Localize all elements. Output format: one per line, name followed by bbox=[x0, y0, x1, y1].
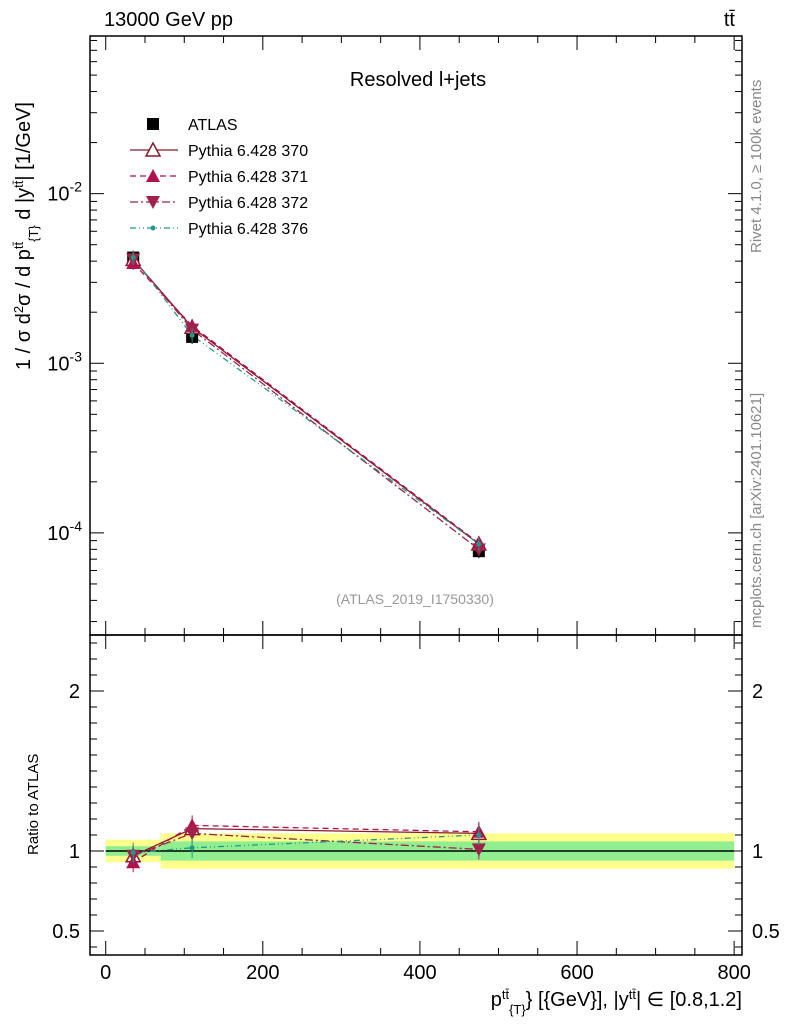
ratio-line-3 bbox=[132, 832, 479, 857]
ratio-line-2 bbox=[132, 824, 479, 863]
main-panel: 10-2 10-3 10-4 Resolved l+jets (ATLAS_2019… bbox=[47, 35, 743, 636]
ratio-y-tick-label-right: 1 bbox=[752, 841, 763, 863]
legend-entry: Pythia 6.428 376 bbox=[188, 221, 308, 238]
x-tick-label: 0 bbox=[100, 962, 111, 984]
ratio-point bbox=[476, 832, 482, 838]
legend-entry: Pythia 6.428 370 bbox=[188, 143, 308, 160]
ratio-y-tick-label: 1 bbox=[69, 841, 80, 863]
legend-marker bbox=[146, 169, 160, 182]
header-energy-label: 13000 GeV pp bbox=[104, 9, 233, 31]
ratio-y-tick-label: 2 bbox=[69, 681, 80, 703]
series-line-4 bbox=[132, 257, 480, 545]
series-line-1 bbox=[132, 258, 480, 545]
y-tick-label: 10-4 bbox=[47, 518, 82, 545]
x-tick-label: 600 bbox=[560, 962, 593, 984]
main-panel-ticks: 10-2 10-3 10-4 bbox=[47, 36, 742, 635]
analysis-id-label: (ATLAS_2019_I1750330) bbox=[336, 591, 494, 607]
header-process-label: tt̄ bbox=[724, 9, 736, 31]
ratio-panel-frame bbox=[89, 634, 743, 956]
ratio-y-axis-label: Ratio to ATLAS bbox=[25, 754, 42, 855]
main-series-lines bbox=[132, 257, 480, 550]
series-line-2 bbox=[132, 262, 480, 544]
ratio-point bbox=[471, 843, 486, 857]
ratio-y-tick-label-right: 0.5 bbox=[752, 921, 780, 943]
data-point bbox=[130, 255, 136, 261]
y-tick-label: 10-2 bbox=[47, 179, 82, 206]
legend-marker bbox=[150, 225, 156, 231]
ratio-point bbox=[130, 850, 136, 856]
x-tick-label: 200 bbox=[246, 962, 279, 984]
ratio-point bbox=[185, 827, 200, 841]
legend-marker bbox=[147, 118, 159, 130]
x-tick-label: 400 bbox=[403, 962, 436, 984]
mcplots-label: mcplots.cern.ch [arXiv:2401.10621] bbox=[748, 393, 765, 628]
uncertainty-bands bbox=[105, 833, 735, 869]
ratio-panel: 0.5 0.5 1 1 2 2 0 200 400 600 800 bbox=[52, 634, 780, 984]
ratio-line-4 bbox=[133, 834, 479, 854]
main-series-markers bbox=[124, 250, 488, 559]
legend-entry: Pythia 6.428 372 bbox=[188, 195, 308, 212]
rivet-version-label: Rivet 4.1.0, ≥ 100k events bbox=[748, 80, 765, 253]
legend-marker bbox=[146, 196, 160, 209]
legend: ATLAS Pythia 6.428 370 Pythia 6.428 371 Pyt… bbox=[130, 117, 308, 238]
legend-entry: Pythia 6.428 371 bbox=[188, 169, 308, 186]
data-point bbox=[189, 332, 195, 338]
ratio-point bbox=[189, 845, 195, 851]
x-tick-label: 800 bbox=[717, 962, 750, 984]
main-y-axis-label: 1 / σ d2σ / d ptt̄{T} d |ytt̄| [1/GeV] bbox=[11, 102, 41, 370]
ratio-panel-ticks: 0.5 0.5 1 1 2 2 0 200 400 600 800 bbox=[52, 635, 780, 984]
x-axis-label: ptt̄{T}} [{GeV}], |ytt̄| ∈ [0.8,1.2] bbox=[491, 987, 742, 1017]
ratio-y-tick-label: 0.5 bbox=[52, 921, 80, 943]
data-point bbox=[476, 541, 482, 547]
legend-marker bbox=[144, 141, 162, 157]
ratio-y-tick-label-right: 2 bbox=[752, 681, 763, 703]
ratio-series-markers bbox=[124, 815, 488, 873]
chart-title: Resolved l+jets bbox=[350, 69, 486, 91]
legend-entry: ATLAS bbox=[188, 117, 238, 134]
y-tick-label: 10-3 bbox=[47, 348, 82, 375]
